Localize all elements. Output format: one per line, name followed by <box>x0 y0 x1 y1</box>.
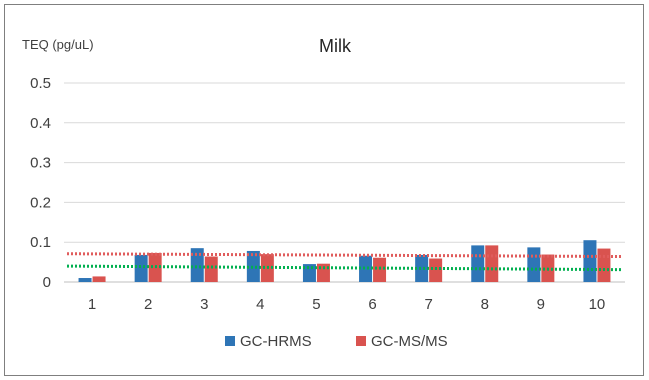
y-tick-label: 0.3 <box>30 155 51 172</box>
bar-gc-hrms-9 <box>527 247 541 282</box>
bar-gc-hrms-1 <box>78 278 92 282</box>
x-tick-label: 5 <box>312 296 320 313</box>
bar-gc-hrms-10 <box>583 240 597 282</box>
bars <box>78 240 611 282</box>
y-tick-label: 0.1 <box>30 234 51 251</box>
legend-item-gc-hrms: GC-HRMS <box>225 333 312 350</box>
x-tick-label: 10 <box>589 296 606 313</box>
chart-title: Milk <box>319 36 352 56</box>
x-tick-label: 6 <box>368 296 376 313</box>
bar-gc-ms-ms-1 <box>92 276 106 282</box>
bar-gc-hrms-4 <box>246 250 260 282</box>
legend-label: GC-HRMS <box>240 333 312 350</box>
y-tick-label: 0 <box>43 274 51 291</box>
trendline-gc-hrms <box>66 264 623 272</box>
x-tick-label: 8 <box>481 296 489 313</box>
bar-gc-hrms-7 <box>415 254 429 282</box>
x-tick-label: 9 <box>537 296 545 313</box>
y-tick-label: 0.5 <box>30 75 51 92</box>
y-tick-label: 0.2 <box>30 194 51 211</box>
legend-swatch <box>356 336 366 346</box>
legend-label: GC-MS/MS <box>371 333 448 350</box>
bar-gc-hrms-3 <box>190 248 204 282</box>
trendline-gc-ms-ms <box>66 252 623 259</box>
x-tick-label: 7 <box>424 296 432 313</box>
bar-gc-ms-ms-3 <box>204 256 218 282</box>
bar-gc-hrms-8 <box>471 245 485 282</box>
chart-frame: 0 0.1 0.2 0.3 0.4 0.5 1 2 3 4 5 6 7 8 9 10 Milk TEQ (pg… <box>4 4 644 376</box>
bar-gc-hrms-2 <box>134 254 148 282</box>
legend-item-gc-ms-ms: GC-MS/MS <box>356 333 448 350</box>
legend-swatch <box>225 336 235 346</box>
bar-gc-ms-ms-6 <box>373 257 387 282</box>
x-tick-label: 4 <box>256 296 264 313</box>
trendlines <box>66 252 623 272</box>
bar-gc-ms-ms-10 <box>597 248 611 282</box>
legend: GC-HRMS GC-MS/MS <box>225 333 448 350</box>
bar-gc-hrms-6 <box>359 255 373 282</box>
x-tick-label: 2 <box>144 296 152 313</box>
bar-gc-ms-ms-8 <box>485 245 499 282</box>
x-tick-label: 1 <box>88 296 96 313</box>
bar-gc-ms-ms-7 <box>429 258 443 282</box>
x-tick-label: 3 <box>200 296 208 313</box>
y-tick-label: 0.4 <box>30 115 51 132</box>
milk-teq-chart: 0 0.1 0.2 0.3 0.4 0.5 1 2 3 4 5 6 7 8 9 10 Milk TEQ (pg… <box>22 36 625 350</box>
y-axis-label: TEQ (pg/uL) <box>22 37 94 52</box>
gridlines <box>64 82 625 283</box>
axis-labels: 0 0.1 0.2 0.3 0.4 0.5 1 2 3 4 5 6 7 8 9 10 <box>30 75 605 313</box>
